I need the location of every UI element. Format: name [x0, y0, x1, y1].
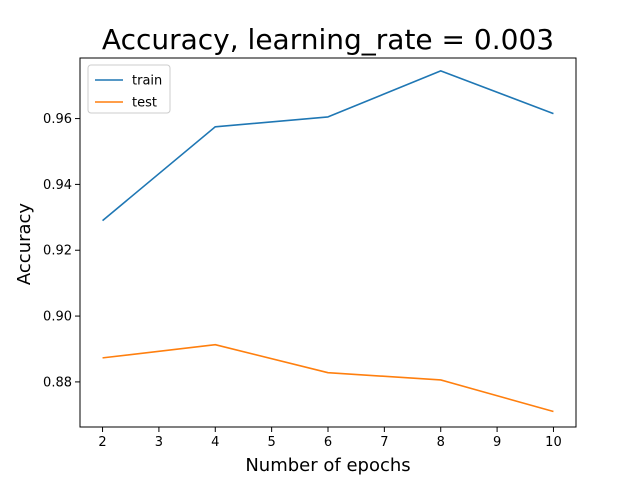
series-line-test — [102, 343, 554, 413]
legend-box — [87, 64, 171, 114]
y-tick-label: 0.96 — [43, 112, 72, 127]
y-tick-label: 0.92 — [43, 244, 72, 259]
x-axis-label: Number of epochs — [245, 455, 410, 476]
x-tick-label: 6 — [324, 435, 332, 450]
chart-title: Accuracy, learning_rate = 0.003 — [102, 23, 554, 56]
x-tick-label: 10 — [545, 435, 562, 450]
y-tick-label: 0.88 — [43, 375, 72, 390]
legend-label-train: train — [132, 74, 162, 89]
series-line-train — [102, 70, 554, 222]
y-tick-label: 0.90 — [43, 310, 72, 325]
x-tick-label: 7 — [380, 435, 388, 450]
legend-label-test: test — [132, 96, 157, 111]
y-axis-label: Accuracy — [14, 203, 35, 286]
x-tick-label: 5 — [267, 435, 275, 450]
x-tick-label: 8 — [437, 435, 445, 450]
x-tick-label: 2 — [98, 435, 106, 450]
x-tick-label: 4 — [211, 435, 219, 450]
plot-area: 2 3 4 5 6 7 8 9 10 0.88 0.90 0.92 0.94 0.96 — [43, 57, 577, 450]
y-tick-label: 0.94 — [43, 178, 72, 193]
legend: train test — [87, 64, 171, 114]
x-tick-label: 9 — [493, 435, 501, 450]
x-tick-label: 3 — [155, 435, 163, 450]
